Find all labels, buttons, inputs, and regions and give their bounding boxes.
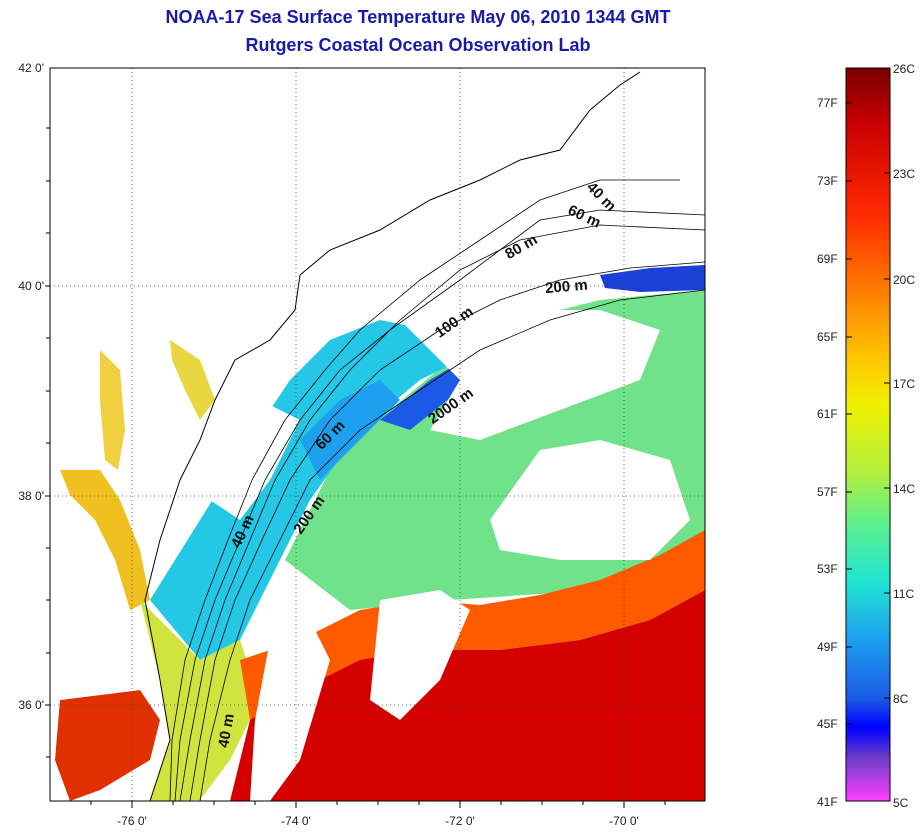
colorbar-label-f: 65F [817,330,838,344]
colorbar-label-f: 57F [817,485,838,499]
colorbar-label-f: 77F [817,96,838,110]
colorbar-label-c: 8C [893,692,909,706]
coastline-ne [299,71,641,276]
land-west [50,340,100,470]
map-subtitle: Rutgers Coastal Ocean Observation Lab [245,35,591,55]
lon-tick-label: -70 0' [609,814,639,828]
colorbar-label-f: 53F [817,562,838,576]
coastline-mid [144,274,301,801]
colorbar-label-c: 11C [893,587,915,601]
lon-tick-label: -72 0' [445,814,475,828]
contour-40m [169,179,680,801]
cold-band-water [300,380,400,480]
colorbar-label-c: 5C [893,796,909,810]
shelf-water [150,320,480,660]
land-north [50,68,705,380]
sst-imagery: 40 m 60 m 80 m 200 m 100 m 2000 m 60 m 2… [50,68,705,801]
lat-tick-label: 40 0' [18,279,44,293]
colorbar-label-f: 69F [817,252,838,266]
cloud-patch [400,310,660,440]
north-cold-patch [600,265,705,292]
cloud-patch [200,400,300,520]
colorbar-label-f: 41F [817,795,838,809]
contour-2000m [199,289,705,801]
pamlico-sound [55,690,160,801]
lon-tick-label: -74 0' [281,814,311,828]
contour-200m [189,261,705,801]
lat-tick-label: 36 0' [18,698,44,712]
land-virginia [50,470,140,700]
cloud-patch [490,440,690,560]
colorbar [845,67,891,802]
gulf-stream-edge [240,530,705,720]
colorbar-label-c: 26C [893,62,916,76]
cloud-patch [250,620,330,801]
upper-bay [100,350,125,470]
colorbar-label-c: 23C [893,167,916,181]
lat-tick-label: 38 0' [18,489,44,503]
lat-tick-label: 42 0' [18,61,44,75]
colorbar-label-f: 73F [817,174,838,188]
map-title: NOAA-17 Sea Surface Temperature May 06, … [165,7,671,27]
lon-tick-label: -76 0' [117,814,147,828]
tick-marks [45,127,666,808]
colorbar-label-f: 49F [817,640,838,654]
contour-label: 40 m [215,712,238,749]
coastal-water [140,600,260,801]
colorbar-label-f: 45F [817,717,838,731]
contour-100m [179,224,705,801]
colorbar-label-c: 14C [893,482,916,496]
contour-label: 200 m [544,276,588,297]
colorbar-label-f: 61F [817,407,838,421]
contour-60m [174,209,705,801]
colorbar-ticks [846,102,890,725]
delaware-bay [170,340,215,420]
colorbar-label-c: 20C [893,273,916,287]
cloud-patch [370,590,470,720]
gulf-stream-core [230,590,705,801]
colorbar-label-c: 17C [893,377,916,391]
